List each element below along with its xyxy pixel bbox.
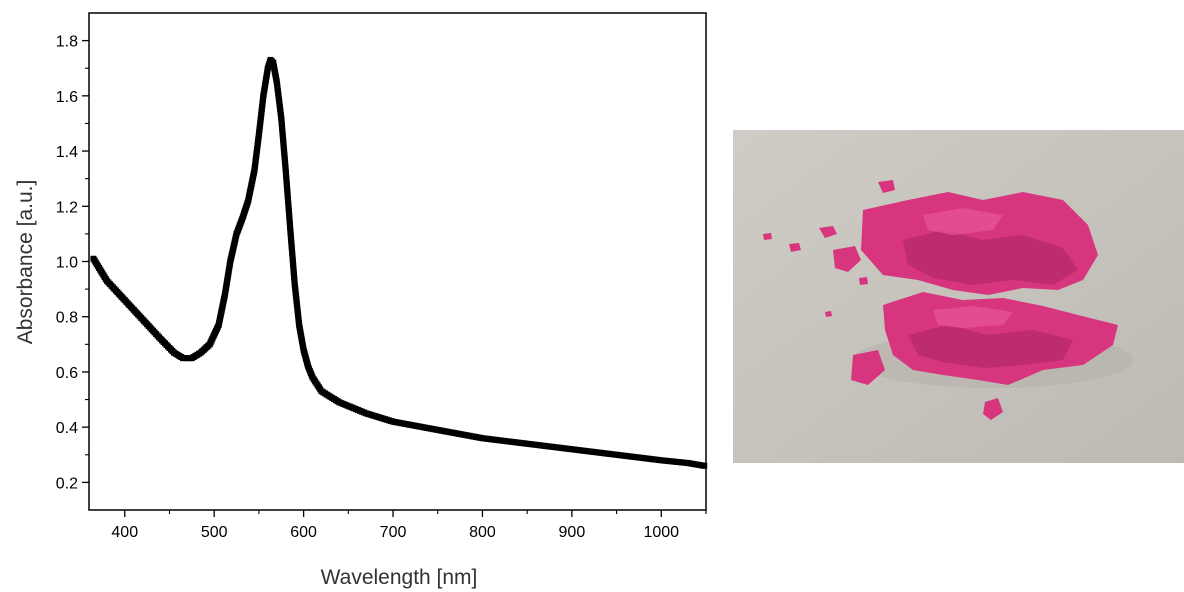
y-tick-label: 0.2 bbox=[56, 475, 78, 492]
x-tick-label: 700 bbox=[380, 524, 407, 541]
data-series bbox=[90, 56, 708, 469]
y-axis: 0.2 0.4 0.6 0.8 1.0 1.2 1.4 1.6 1.8 bbox=[56, 34, 89, 492]
y-tick-label: 1.2 bbox=[56, 199, 78, 216]
y-tick-label: 1.8 bbox=[56, 34, 78, 51]
y-tick-label: 0.8 bbox=[56, 310, 78, 327]
absorbance-chart: 400 500 600 700 800 900 1000 0.2 0.4 0.6 0.8 1.0 1.… bbox=[14, 12, 708, 589]
y-tick-label: 1.6 bbox=[56, 89, 78, 106]
y-axis-title: Absorbance [a.u.] bbox=[14, 180, 37, 345]
y-tick-label: 1.0 bbox=[56, 255, 78, 272]
pink-powder-photo bbox=[733, 130, 1184, 463]
x-tick-label: 900 bbox=[559, 524, 586, 541]
y-tick-label: 1.4 bbox=[56, 144, 78, 161]
photo-background bbox=[733, 130, 1184, 463]
x-tick-label: 400 bbox=[111, 524, 138, 541]
x-axis-title: Wavelength [nm] bbox=[321, 566, 478, 589]
powder-pile bbox=[763, 180, 1133, 420]
y-tick-label: 0.4 bbox=[56, 420, 78, 437]
plot-border bbox=[88, 12, 707, 511]
plot-frame bbox=[88, 12, 707, 511]
x-tick-label: 1000 bbox=[643, 524, 679, 541]
y-tick-label: 0.6 bbox=[56, 365, 78, 382]
x-tick-label: 800 bbox=[469, 524, 496, 541]
x-tick-label: 600 bbox=[290, 524, 317, 541]
data-point bbox=[701, 462, 708, 469]
x-tick-label: 500 bbox=[201, 524, 228, 541]
x-axis: 400 500 600 700 800 900 1000 bbox=[111, 510, 707, 541]
